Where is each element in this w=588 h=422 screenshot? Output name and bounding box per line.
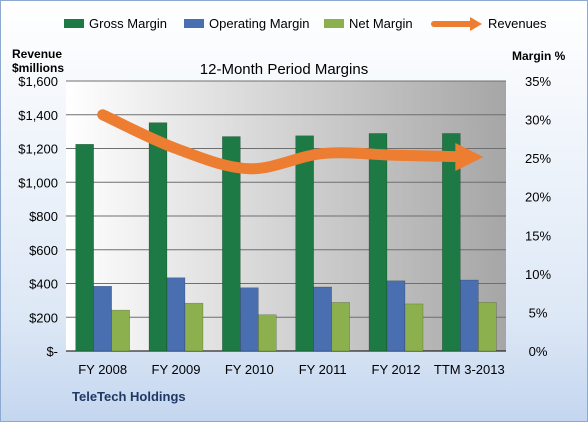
right-axis-tick-label: 15% [525,228,551,243]
x-axis-tick-label: FY 2008 [78,362,127,377]
revenue-point-fy-2012 [395,154,397,157]
revenue-line-path [97,109,475,175]
left-axis-tick-label: $1,000 [18,175,58,190]
bar-gross-margin-ttm-3-2013 [442,133,461,352]
x-axis-ticks: FY 2008 FY 2009 FY 2010 FY 2011 FY 2012 TTM 3… [78,362,505,377]
left-axis-tick-label: $800 [29,209,58,224]
bar-operating-margin-fy-2010 [240,287,259,352]
bar-operating-margin-ttm-3-2013 [460,279,479,352]
legend: Gross Margin Operating Margin Net Margin… [64,16,547,31]
legend-label-revenues: Revenues [488,16,547,31]
revenue-point-fy-2008 [101,113,104,116]
left-axis-title-line1: Revenue [12,47,62,61]
x-axis-tick-label: FY 2009 [152,362,201,377]
bar-gross-margin-fy-2010 [222,136,241,352]
bar-net-margin-fy-2009 [184,302,204,352]
bar-operating-margin-fy-2011 [313,286,332,352]
legend-swatch-gross-margin [64,19,84,28]
bar-gross-margin-fy-2012 [368,133,388,352]
left-axis-tick-label: $1,600 [18,74,58,89]
x-axis-tick-label: FY 2012 [372,362,421,377]
left-axis-tick-label: $1,200 [18,142,58,157]
x-axis-tick-label: FY 2010 [225,362,274,377]
left-axis-tick-label: $400 [29,277,58,292]
right-axis-tick-label: 20% [525,190,551,205]
right-axis-tick-label: 5% [529,305,548,320]
gridlines [66,80,506,352]
bar-gross-margin-fy-2009 [148,122,168,352]
right-axis-tick-label: 25% [525,151,551,166]
bar-net-margin-fy-2011 [331,302,350,352]
chart-title: 12-Month Period Margins [200,61,368,78]
x-axis-tick-label: TTM 3-2013 [434,362,505,377]
right-axis-tick-label: 30% [525,113,551,128]
left-axis-ticks: $- $200 $400 $600 $800 $1,000 $1,200 $1,400 $1,6… [18,74,58,359]
bar-net-margin-ttm-3-2013 [478,302,497,352]
bar-gross-margin-fy-2008 [75,144,94,352]
legend-swatch-operating-margin [184,19,204,28]
left-axis-title-line2: $millions [12,61,64,75]
legend-arrowhead-revenues [470,17,482,31]
x-axis-tick-label: FY 2011 [299,362,347,377]
legend-label-operating-margin: Operating Margin [209,16,309,31]
bar-net-margin-fy-2012 [404,303,424,352]
bars [75,122,497,352]
bar-operating-margin-fy-2008 [93,285,112,352]
revenue-point-ttm-3-2013 [468,155,471,158]
revenue-point-fy-2009 [175,147,177,150]
left-axis-tick-label: $1,400 [18,108,58,123]
bar-gross-margin-fy-2011 [295,135,314,352]
revenue-point-fy-2010 [248,167,251,170]
revenue-line [97,109,484,175]
legend-label-net-margin: Net Margin [349,16,413,31]
chart-footer-company: TeleTech Holdings [72,389,186,404]
right-axis-tick-label: 35% [525,74,551,89]
left-axis-tick-label: $200 [29,310,58,325]
right-axis-tick-label: 0% [529,344,548,359]
legend-swatch-net-margin [324,19,344,28]
bar-operating-margin-fy-2012 [386,280,406,352]
left-axis-tick-label: $- [46,344,58,359]
bar-net-margin-fy-2010 [258,314,277,352]
right-axis-title: Margin % [512,49,566,63]
right-axis-tick-label: 10% [525,267,551,282]
bar-net-margin-fy-2008 [111,309,130,352]
legend-label-gross-margin: Gross Margin [89,16,167,31]
right-axis-ticks: 0% 5% 10% 15% 20% 25% 30% 35% [525,74,551,359]
left-axis-tick-label: $600 [29,243,58,258]
bar-operating-margin-fy-2009 [166,277,186,352]
revenue-point-fy-2011 [321,152,324,155]
